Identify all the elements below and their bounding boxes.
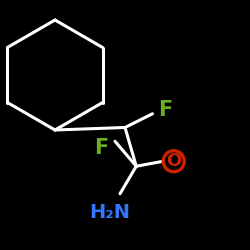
Text: O: O	[166, 152, 182, 170]
Circle shape	[163, 151, 184, 172]
Text: F: F	[159, 100, 173, 120]
Text: H₂N: H₂N	[90, 203, 130, 222]
Text: F: F	[94, 138, 108, 158]
